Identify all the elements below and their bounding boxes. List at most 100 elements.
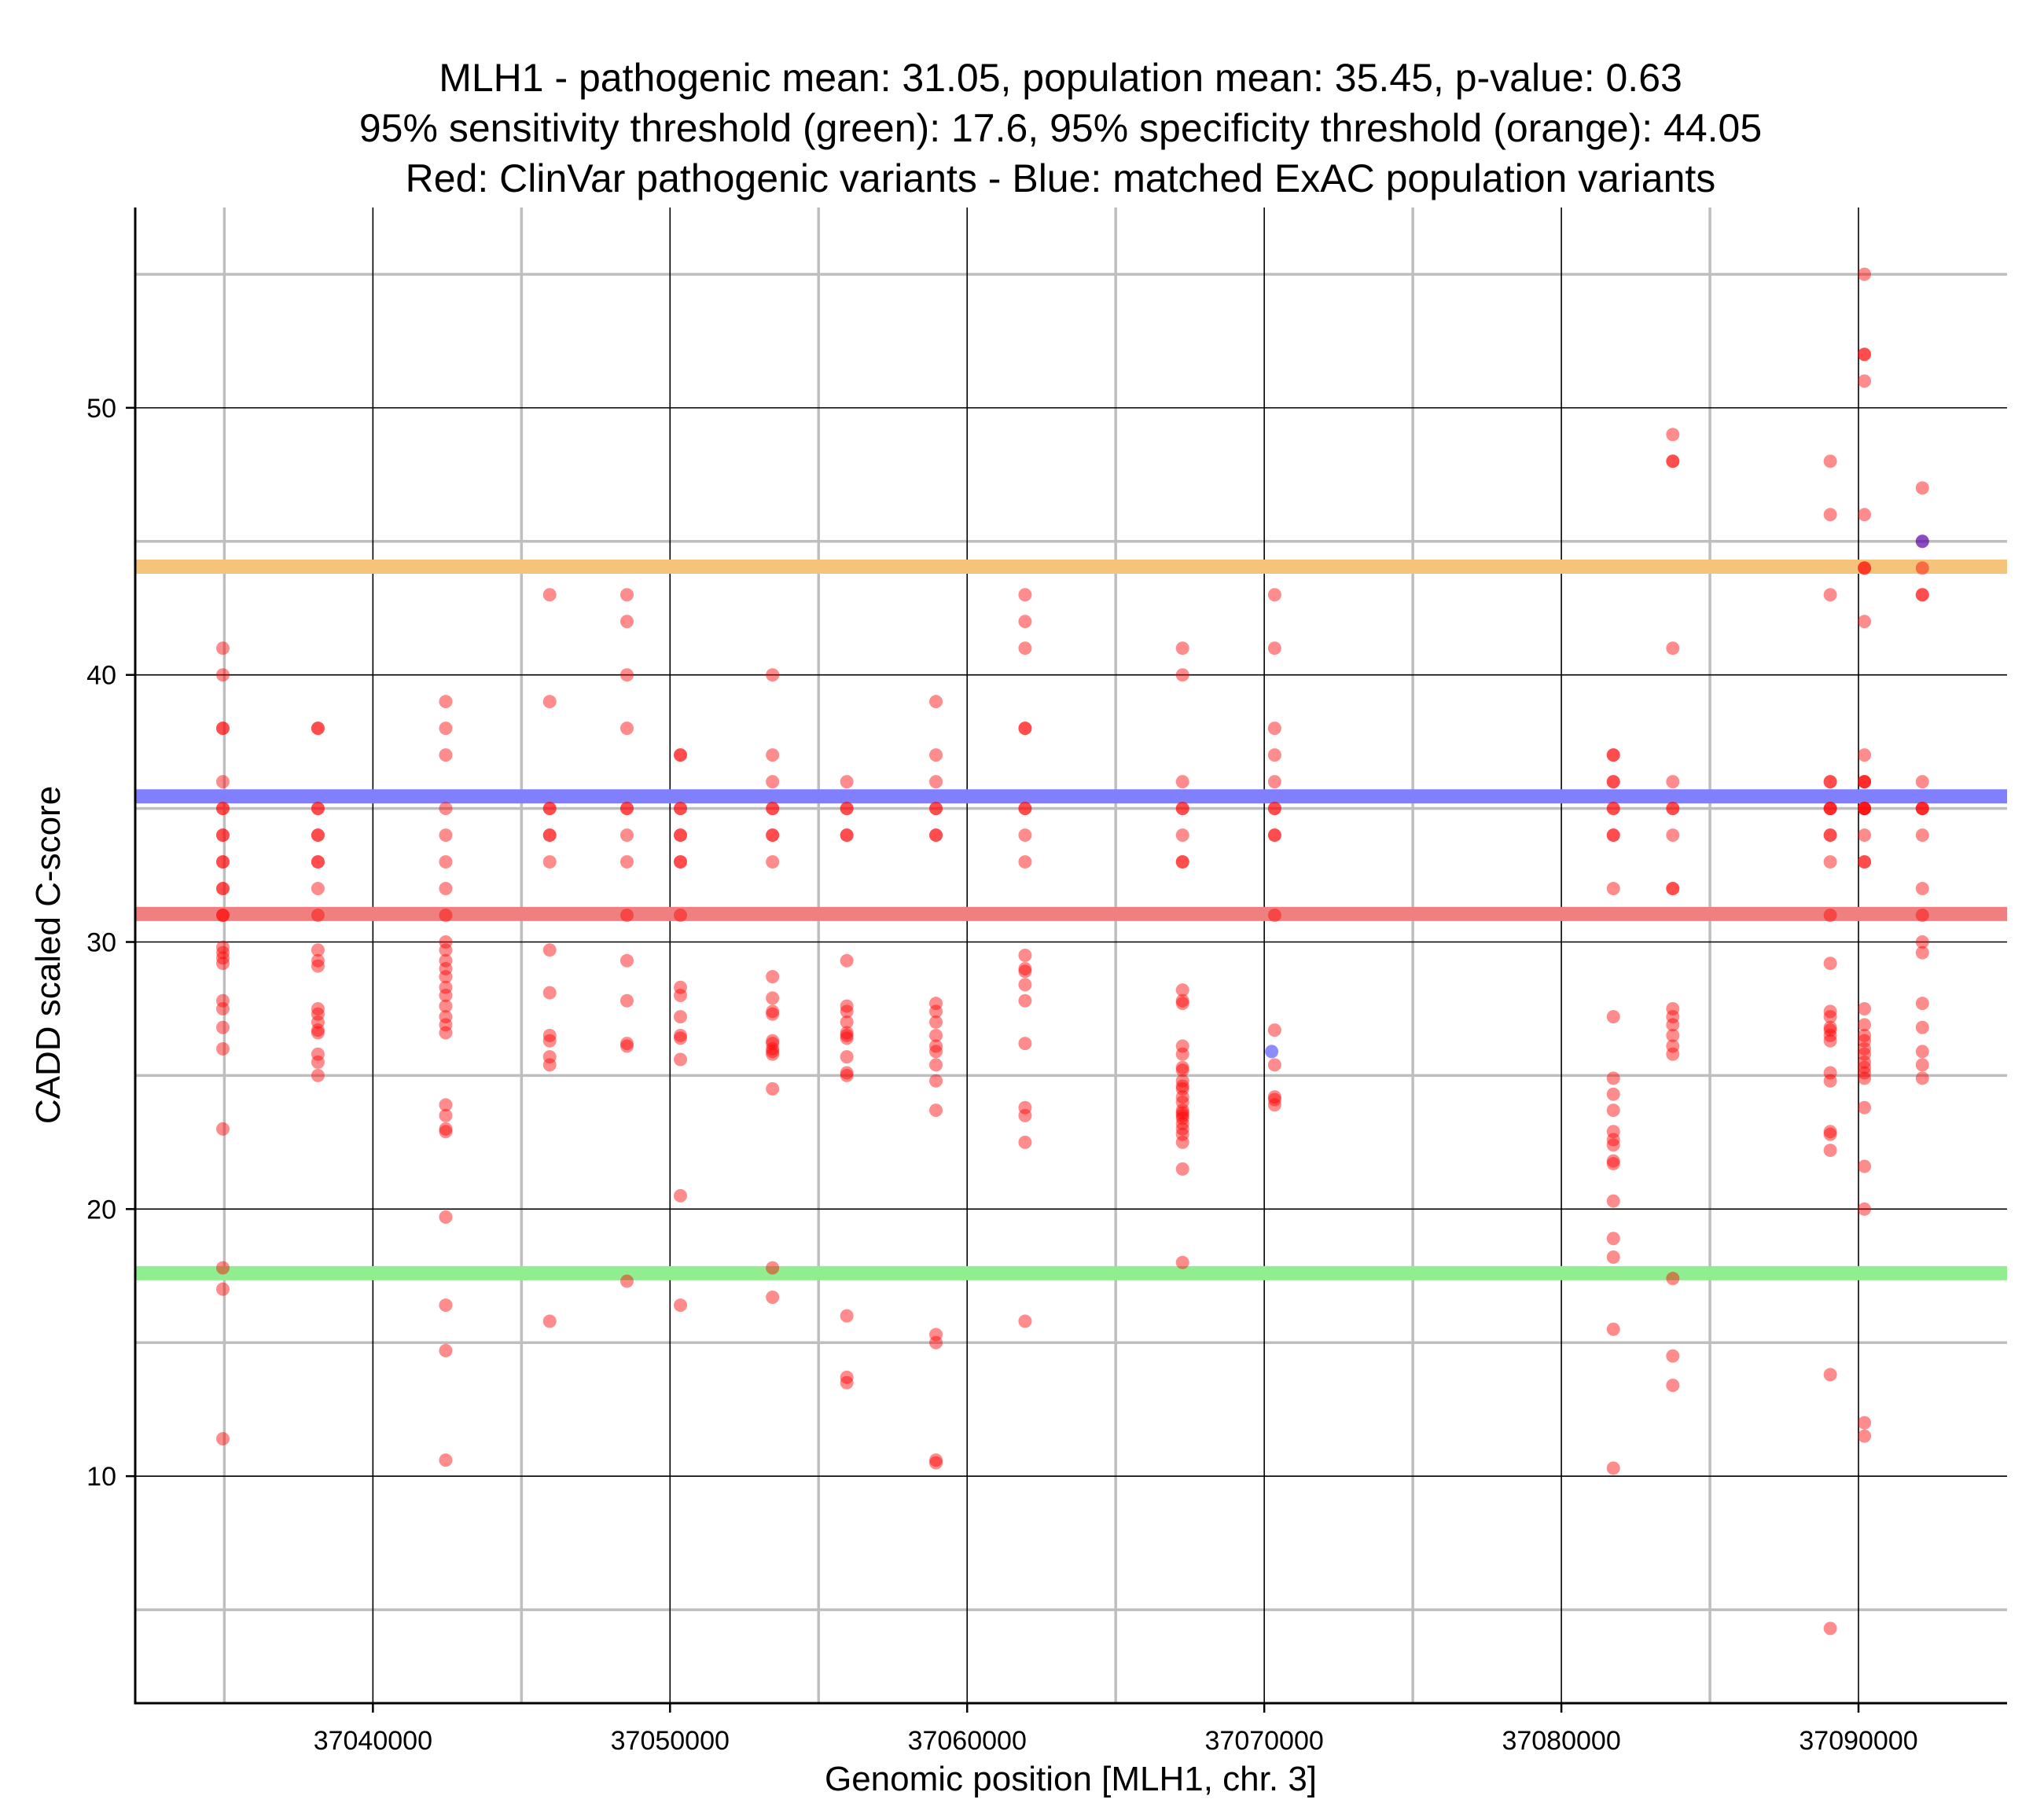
pathogenic-variant-point [766,1041,780,1056]
pathogenic-variant-point [619,1039,634,1053]
pathogenic-variant-point [439,1453,453,1467]
pathogenic-variant-point [929,828,943,843]
pathogenic-variant-point [1823,454,1837,468]
pathogenic-variant-point [542,1050,557,1064]
pathogenic-variant-point [929,802,943,816]
pathogenic-variant-point [311,959,325,973]
pathogenic-variant-point [542,1034,557,1048]
pathogenic-variant-point [439,1010,453,1024]
pathogenic-variant-point [1858,802,1872,816]
pathogenic-variant-point [840,802,854,816]
pathogenic-variant-point [1858,561,1872,575]
pathogenic-variant-point [1175,1111,1189,1125]
y-tick-label: 10 [86,1462,116,1492]
pathogenic-variant-point [1606,1071,1620,1085]
pathogenic-variant-point [674,909,688,923]
pathogenic-variant-point [1823,802,1837,816]
pathogenic-variant-point [1267,748,1281,762]
pathogenic-variant-point [1606,1154,1620,1168]
pathogenic-variant-point [1606,775,1620,789]
pathogenic-variant-point [1666,1010,1680,1024]
pathogenic-variant-point [215,1261,230,1275]
pathogenic-variant-point [840,1309,854,1323]
pathogenic-variant-point [215,828,230,843]
pathogenic-variant-point [215,802,230,816]
pathogenic-variant-point [766,855,780,869]
pathogenic-variant-point [1915,561,1929,575]
pathogenic-variant-point [1823,1004,1837,1019]
pathogenic-variant-point [1175,1106,1189,1120]
pathogenic-variant-point [766,828,780,843]
pathogenic-variant-point [439,1210,453,1225]
pathogenic-variant-point [215,909,230,923]
pathogenic-variant-point [674,802,688,816]
pathogenic-variant-point [1858,802,1872,816]
pathogenic-variant-point [1915,534,1929,549]
pathogenic-variant-point [1858,1071,1872,1085]
pathogenic-variant-point [674,828,688,843]
pathogenic-variant-point [1823,1028,1837,1042]
pathogenic-variant-point [311,1068,325,1082]
pathogenic-variant-point [1175,802,1189,816]
pathogenic-variant-point [1666,1001,1680,1015]
pathogenic-variant-point [1666,802,1680,816]
pathogenic-variant-point [619,953,634,968]
pathogenic-variant-point [674,1298,688,1313]
pathogenic-variant-point [1175,1074,1189,1088]
y-tick-label: 30 [86,928,116,958]
pathogenic-variant-point [1606,1133,1620,1147]
pathogenic-variant-point [1606,1232,1620,1246]
pathogenic-variant-point [1175,641,1189,655]
pathogenic-variant-point [439,855,453,869]
pathogenic-variant-point [1018,949,1032,962]
pathogenic-variant-point [311,722,325,736]
pathogenic-variant-point [766,668,780,682]
pathogenic-variant-point [311,1001,325,1015]
pathogenic-variant-point [215,993,230,1008]
pathogenic-variant-point [311,1055,325,1069]
pathogenic-variant-point [1175,1063,1189,1078]
pathogenic-variant-point [1823,1010,1837,1024]
pathogenic-variant-point [766,1047,780,1061]
pathogenic-variant-point [1823,775,1837,789]
pathogenic-variant-point [1267,1023,1281,1037]
major-grid [135,207,2007,1703]
pathogenic-variant-point [1823,1034,1837,1048]
pathogenic-variant-point [929,1103,943,1118]
y-tick-label: 20 [86,1195,116,1225]
pathogenic-variant-point [766,775,780,789]
pathogenic-variant-point [215,951,230,965]
pathogenic-variant-point [619,909,634,923]
pathogenic-variant-point [1606,802,1620,816]
pathogenic-variant-point [1858,1055,1872,1069]
pathogenic-variant-point [1606,1250,1620,1264]
pathogenic-variant-point [1823,1125,1837,1139]
pathogenic-variant-point [215,946,230,960]
pathogenic-variant-point [1858,748,1872,762]
pathogenic-variant-point [439,980,453,994]
pathogenic-variant-point [439,1108,453,1122]
pathogenic-variant-point [1018,1037,1032,1051]
pathogenic-variant-point [1858,1202,1872,1216]
pathogenic-variant-point [1267,1092,1281,1107]
pathogenic-variant-point [1606,828,1620,843]
pathogenic-variant-point [1175,802,1189,816]
y-axis-ticks: 10 20 30 40 50 [86,394,135,1492]
pathogenic-variant-point [1175,1060,1189,1074]
pathogenic-variant-point [1823,1023,1837,1037]
pathogenic-variant-point [840,775,854,789]
pathogenic-variant-point [1666,882,1680,896]
pathogenic-variant-point [311,953,325,968]
pathogenic-variant-point [1915,775,1929,789]
pathogenic-variant-point [1018,1100,1032,1114]
pathogenic-variant-point [1823,508,1837,522]
pathogenic-variant-point [1606,748,1620,762]
pathogenic-variant-point [1267,1058,1281,1072]
pathogenic-variant-point [766,1037,780,1051]
pathogenic-variant-point [1823,1074,1837,1088]
pathogenic-variant-point [674,1052,688,1067]
pathogenic-variant-point [1175,1135,1189,1149]
pathogenic-variant-point [215,722,230,736]
pathogenic-variant-point [674,802,688,816]
pathogenic-variant-point [1666,454,1680,468]
